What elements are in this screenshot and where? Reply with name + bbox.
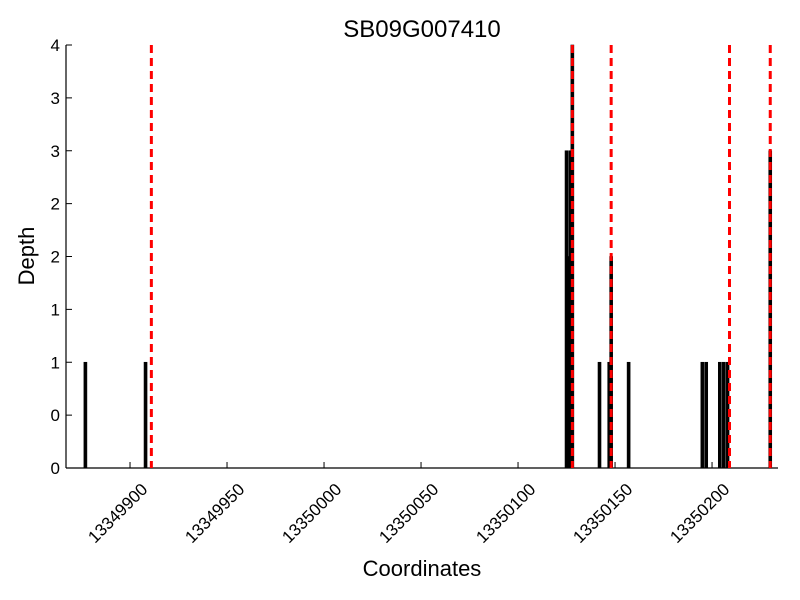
y-tick-label-2: 1 xyxy=(51,353,60,372)
y-tick-label-8: 4 xyxy=(51,36,60,55)
x-tick-label-2: 13350000 xyxy=(278,480,345,547)
axes-frame xyxy=(65,45,778,469)
y-tick-label-4: 2 xyxy=(51,248,60,267)
depth-bar-6 xyxy=(597,361,602,469)
y-axis-label: Depth xyxy=(14,227,39,286)
depth-bar-11 xyxy=(704,361,709,469)
x-tick-label-3: 13350050 xyxy=(375,480,442,547)
x-tick-label-6: 13350200 xyxy=(666,480,733,547)
y-tick-label-7: 3 xyxy=(51,89,60,108)
y-axis-ticks: 0 0 1 1 2 2 3 3 4 xyxy=(51,36,72,478)
y-tick-label-5: 2 xyxy=(51,195,60,214)
x-tick-label-0: 13349900 xyxy=(84,480,151,547)
y-tick-label-6: 3 xyxy=(51,142,60,161)
x-tick-label-4: 13350100 xyxy=(472,480,539,547)
y-tick-label-3: 1 xyxy=(51,300,60,319)
depth-bars xyxy=(83,44,773,469)
depth-bar-9 xyxy=(626,361,631,469)
depth-bar-13 xyxy=(721,361,726,469)
chart-title: SB09G007410 xyxy=(343,16,500,43)
x-axis-ticks: 13349900 13349950 13350000 13350050 13350100… xyxy=(84,462,733,547)
depth-bar-10 xyxy=(700,361,705,469)
y-tick-label-0: 0 xyxy=(51,459,60,478)
depth-bar-0 xyxy=(83,361,88,469)
x-axis-label: Coordinates xyxy=(363,556,482,581)
depth-bar-1 xyxy=(143,361,148,469)
x-tick-label-5: 13350150 xyxy=(569,480,636,547)
position-markers xyxy=(149,45,772,468)
depth-bar-12 xyxy=(717,361,722,469)
x-tick-label-1: 13349950 xyxy=(181,480,248,547)
y-tick-label-1: 0 xyxy=(51,406,60,425)
